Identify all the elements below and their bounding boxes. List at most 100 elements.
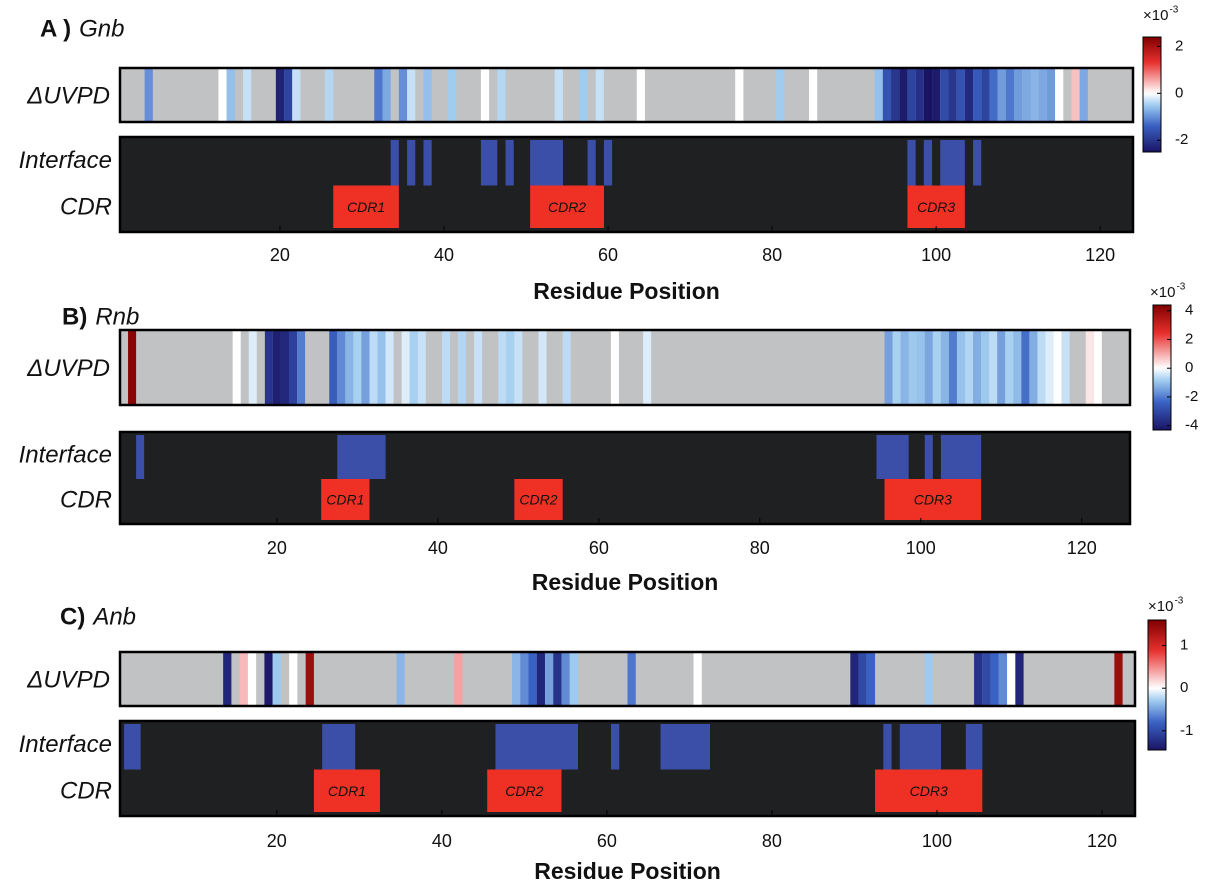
uvpd-stripe <box>544 652 554 706</box>
cdr-box <box>487 769 562 812</box>
uvpd-stripe <box>595 68 604 122</box>
colorbar-exponent: -3 <box>1174 596 1183 607</box>
x-tick-label: 100 <box>906 538 936 558</box>
panel-title: Anb <box>91 603 136 630</box>
uvpd-stripe <box>396 652 405 706</box>
panel-label: A ) <box>40 15 71 42</box>
colorbar-tick-label: 0 <box>1185 359 1193 376</box>
cdr-box <box>313 769 380 812</box>
uvpd-stripe <box>407 68 416 122</box>
colorbar <box>1152 304 1172 431</box>
uvpd-stripe <box>981 330 990 405</box>
uvpd-stripe <box>932 330 941 405</box>
uvpd-stripe <box>858 652 867 706</box>
interface-bar <box>899 724 942 770</box>
row-label: CDR <box>60 778 112 805</box>
x-tick-label: 60 <box>598 245 618 265</box>
x-tick-label: 20 <box>270 245 290 265</box>
uvpd-stripe <box>915 68 924 122</box>
uvpd-stripe <box>345 330 354 405</box>
uvpd-stripe <box>239 652 248 706</box>
uvpd-stripe <box>1021 330 1030 405</box>
uvpd-stripe <box>480 68 490 122</box>
uvpd-stripe <box>982 652 991 706</box>
uvpd-stripe <box>990 652 999 706</box>
uvpd-stripe <box>1046 68 1056 122</box>
uvpd-stripe <box>1022 68 1031 122</box>
uvpd-stripe <box>144 68 153 122</box>
cdr-label: CDR1 <box>347 199 385 215</box>
interface-bar <box>660 724 711 770</box>
row-label: CDR <box>60 486 112 513</box>
panel-title: Gnb <box>79 15 124 42</box>
cdr-box <box>321 479 370 520</box>
uvpd-stripe <box>441 330 450 405</box>
uvpd-stripe <box>627 652 636 706</box>
uvpd-stripe <box>264 330 273 405</box>
uvpd-stripe <box>569 652 578 706</box>
uvpd-stripe <box>850 652 859 706</box>
uvpd-stripe <box>398 68 408 122</box>
uvpd-stripe <box>989 68 998 122</box>
uvpd-stripe <box>1037 330 1046 405</box>
cdr-box <box>333 185 399 228</box>
uvpd-stripe <box>1015 652 1024 706</box>
row-label: ΔUVPD <box>26 355 110 382</box>
row-label: ΔUVPD <box>26 82 110 109</box>
uvpd-stripe <box>884 330 893 405</box>
uvpd-stripe <box>923 68 933 122</box>
colorbar-exponent-base: ×10 <box>1143 7 1168 24</box>
interface-bar <box>423 140 432 186</box>
cdr-label: CDR3 <box>917 199 955 215</box>
uvpd-stripe <box>458 330 467 405</box>
uvpd-stripe <box>1007 652 1016 706</box>
interface-bar <box>337 435 386 479</box>
row-label: ΔUVPD <box>26 666 110 693</box>
uvpd-stripe <box>956 68 965 122</box>
uvpd-stripe <box>520 652 529 706</box>
uvpd-stripe <box>511 652 521 706</box>
uvpd-stripe <box>1061 330 1070 405</box>
x-axis-label: Residue Position <box>532 569 719 595</box>
uvpd-stripe <box>275 68 285 122</box>
cdr-label: CDR1 <box>328 783 366 799</box>
uvpd-stripe <box>374 68 383 122</box>
uvpd-stripe <box>554 68 563 122</box>
interface-bar <box>505 140 514 186</box>
uvpd-stripe <box>305 652 314 706</box>
interface-bar <box>136 435 145 479</box>
x-tick-label: 120 <box>1067 538 1097 558</box>
panel-title: Rnb <box>95 303 139 330</box>
x-tick-label: 80 <box>762 245 782 265</box>
interface-bar <box>610 724 620 770</box>
uvpd-stripe <box>1114 652 1123 706</box>
colorbar-tick-label: 2 <box>1175 37 1183 54</box>
interface-bar <box>940 140 965 186</box>
uvpd-stripe <box>989 330 998 405</box>
uvpd-stripe <box>561 652 570 706</box>
uvpd-stripe <box>1038 68 1047 122</box>
uvpd-stripe <box>1079 68 1088 122</box>
uvpd-stripe <box>284 68 293 122</box>
x-tick-label: 40 <box>434 245 454 265</box>
interface-bar <box>407 140 416 186</box>
uvpd-stripe <box>226 68 235 122</box>
colorbar-exponent: -3 <box>1169 5 1178 16</box>
uvpd-stripe <box>272 330 281 405</box>
uvpd-stripe <box>866 652 876 706</box>
row-label: CDR <box>60 194 112 221</box>
colorbar-tick-label: -1 <box>1180 722 1193 739</box>
panel-label: B) <box>62 303 87 330</box>
uvpd-stripe <box>401 330 410 405</box>
interface-bar <box>390 140 399 186</box>
uvpd-stripe <box>1093 330 1102 405</box>
uvpd-stripe <box>948 330 957 405</box>
colorbar-tick-label: 4 <box>1185 302 1193 319</box>
x-tick-label: 80 <box>750 538 770 558</box>
uvpd-stripe <box>243 68 252 122</box>
uvpd-stripe <box>965 330 974 405</box>
colorbar-tick-label: 0 <box>1180 679 1188 696</box>
cdr-label: CDR2 <box>505 783 543 799</box>
uvpd-stripe <box>448 68 457 122</box>
cdr-box <box>875 769 983 812</box>
